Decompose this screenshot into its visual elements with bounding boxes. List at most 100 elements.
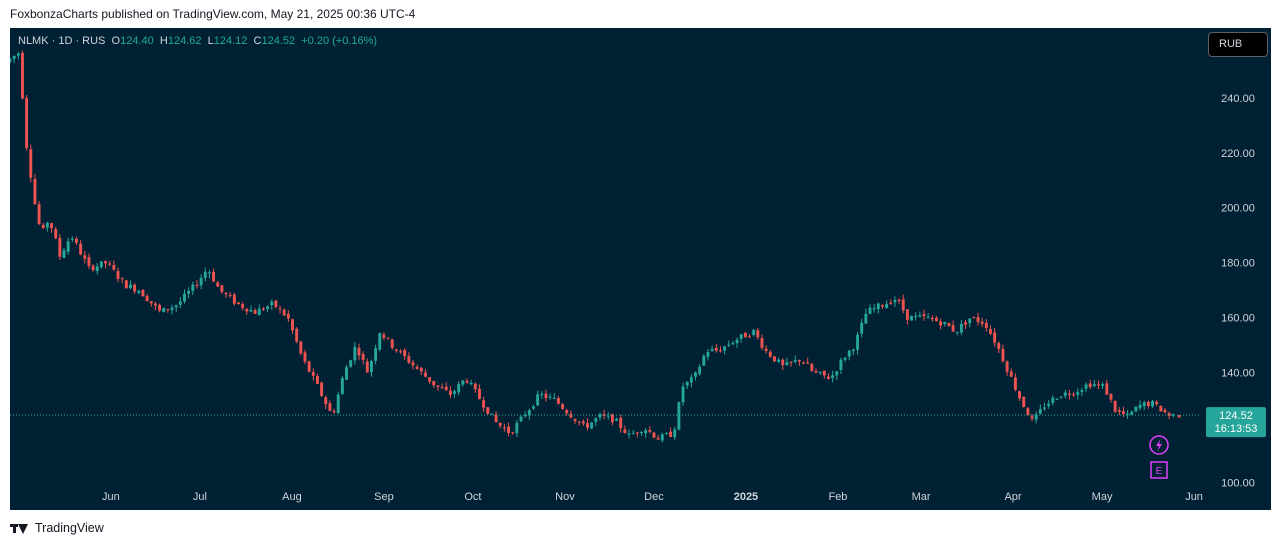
candle-body <box>37 204 41 224</box>
candle-body <box>1063 392 1067 396</box>
countdown-value: 16:13:53 <box>1215 423 1258 435</box>
last-candle-body <box>1177 415 1181 418</box>
flash-event-icon[interactable] <box>1149 435 1169 455</box>
candle-body <box>835 371 839 376</box>
candle-body <box>1092 384 1096 387</box>
x-tick-label: Mar <box>912 491 931 503</box>
candle-body <box>864 313 868 324</box>
candle-body <box>270 301 274 306</box>
currency-button[interactable]: RUB <box>1208 32 1268 57</box>
candle-body <box>781 359 785 366</box>
candle-body <box>75 238 78 243</box>
candle-body <box>12 55 16 59</box>
symbol-label[interactable]: NLMK · 1D · RUS <box>18 35 106 47</box>
candle-body <box>178 301 182 305</box>
candle-body <box>860 322 864 334</box>
candle-body <box>532 406 535 409</box>
candle-body <box>673 429 677 438</box>
candle-body <box>947 323 951 327</box>
candle-body <box>1022 396 1026 407</box>
candle-body <box>839 359 843 371</box>
candle-body <box>1171 414 1175 416</box>
candle-body <box>768 351 772 357</box>
candle-body <box>104 261 108 264</box>
candle-body <box>473 383 477 390</box>
brand-label[interactable]: TradingView <box>35 521 104 535</box>
candle-body <box>403 349 407 357</box>
candle-body <box>311 372 315 376</box>
candle-body <box>1047 403 1051 406</box>
candle-body <box>594 418 598 422</box>
x-tick-label: Jun <box>1185 491 1203 503</box>
candle-body <box>336 394 340 414</box>
candle-body <box>689 377 693 383</box>
candle-body <box>856 334 859 350</box>
candle-body <box>507 426 511 434</box>
candle-body <box>502 427 506 429</box>
earnings-event-icon[interactable]: E <box>1150 461 1168 479</box>
candle-body <box>220 285 224 292</box>
candle-body <box>1005 361 1009 372</box>
ohlc-legend: NLMK · 1D · RUS O124.40 H124.62 L124.12 … <box>18 35 377 47</box>
x-tick-label: May <box>1092 491 1113 503</box>
candle-body <box>183 293 186 302</box>
candle-body <box>1026 408 1030 416</box>
y-tick-label: 200.00 <box>1221 203 1255 215</box>
candle-body <box>656 437 660 440</box>
candle-body <box>1151 400 1154 407</box>
candle-body <box>1013 377 1017 390</box>
candle-body <box>810 364 814 371</box>
candle-body <box>478 388 481 399</box>
candle-body <box>33 178 37 204</box>
candle-body <box>1105 383 1109 395</box>
candle-body <box>141 289 145 297</box>
candle-body <box>901 299 905 311</box>
candle-body <box>926 316 930 318</box>
candle-body <box>245 308 249 312</box>
candle-body <box>361 354 365 360</box>
candle-body <box>615 418 619 421</box>
candle-body <box>386 337 390 339</box>
candle-body <box>976 317 980 323</box>
y-tick-label: 100.00 <box>1221 478 1255 490</box>
candle-body <box>743 332 747 338</box>
tradingview-logo-icon[interactable] <box>10 522 30 534</box>
candle-body <box>1159 405 1163 412</box>
candle-body <box>772 356 776 362</box>
x-tick-label: Nov <box>555 491 575 503</box>
candle-body <box>124 280 128 289</box>
candle-body <box>10 58 12 63</box>
candle-body <box>897 299 901 301</box>
candle-body <box>669 431 673 437</box>
candle-body <box>851 349 855 352</box>
candle-body <box>50 223 54 229</box>
x-tick-label: Oct <box>464 491 481 503</box>
candle-body <box>756 330 760 338</box>
candle-body <box>415 366 419 369</box>
candle-body <box>581 421 585 424</box>
candle-body <box>910 315 914 321</box>
candle-body <box>918 315 922 317</box>
candle-body <box>399 351 402 353</box>
candle-body <box>162 307 166 312</box>
price-chart[interactable]: 260.00240.00220.00200.00180.00160.00140.… <box>10 28 1271 510</box>
candle-body <box>1088 383 1092 387</box>
high-label: H <box>159 35 168 47</box>
candle-body <box>731 343 735 345</box>
candle-body <box>203 271 207 278</box>
candle-body <box>789 361 793 363</box>
candle-body <box>631 433 635 435</box>
candle-body <box>212 271 216 282</box>
candle-body <box>419 367 423 372</box>
y-tick-label: 220.00 <box>1221 148 1255 160</box>
candle-body <box>590 422 594 429</box>
candle-body <box>764 348 768 351</box>
candle-body <box>519 416 523 422</box>
candle-body <box>54 229 58 239</box>
candle-body <box>249 309 253 312</box>
candle-body <box>943 321 947 325</box>
close-value: 124.52 <box>261 35 296 47</box>
candle-body <box>1163 409 1167 413</box>
publish-info: FoxbonzaCharts published on TradingView.… <box>10 7 416 21</box>
chart-frame[interactable]: 260.00240.00220.00200.00180.00160.00140.… <box>10 28 1271 510</box>
